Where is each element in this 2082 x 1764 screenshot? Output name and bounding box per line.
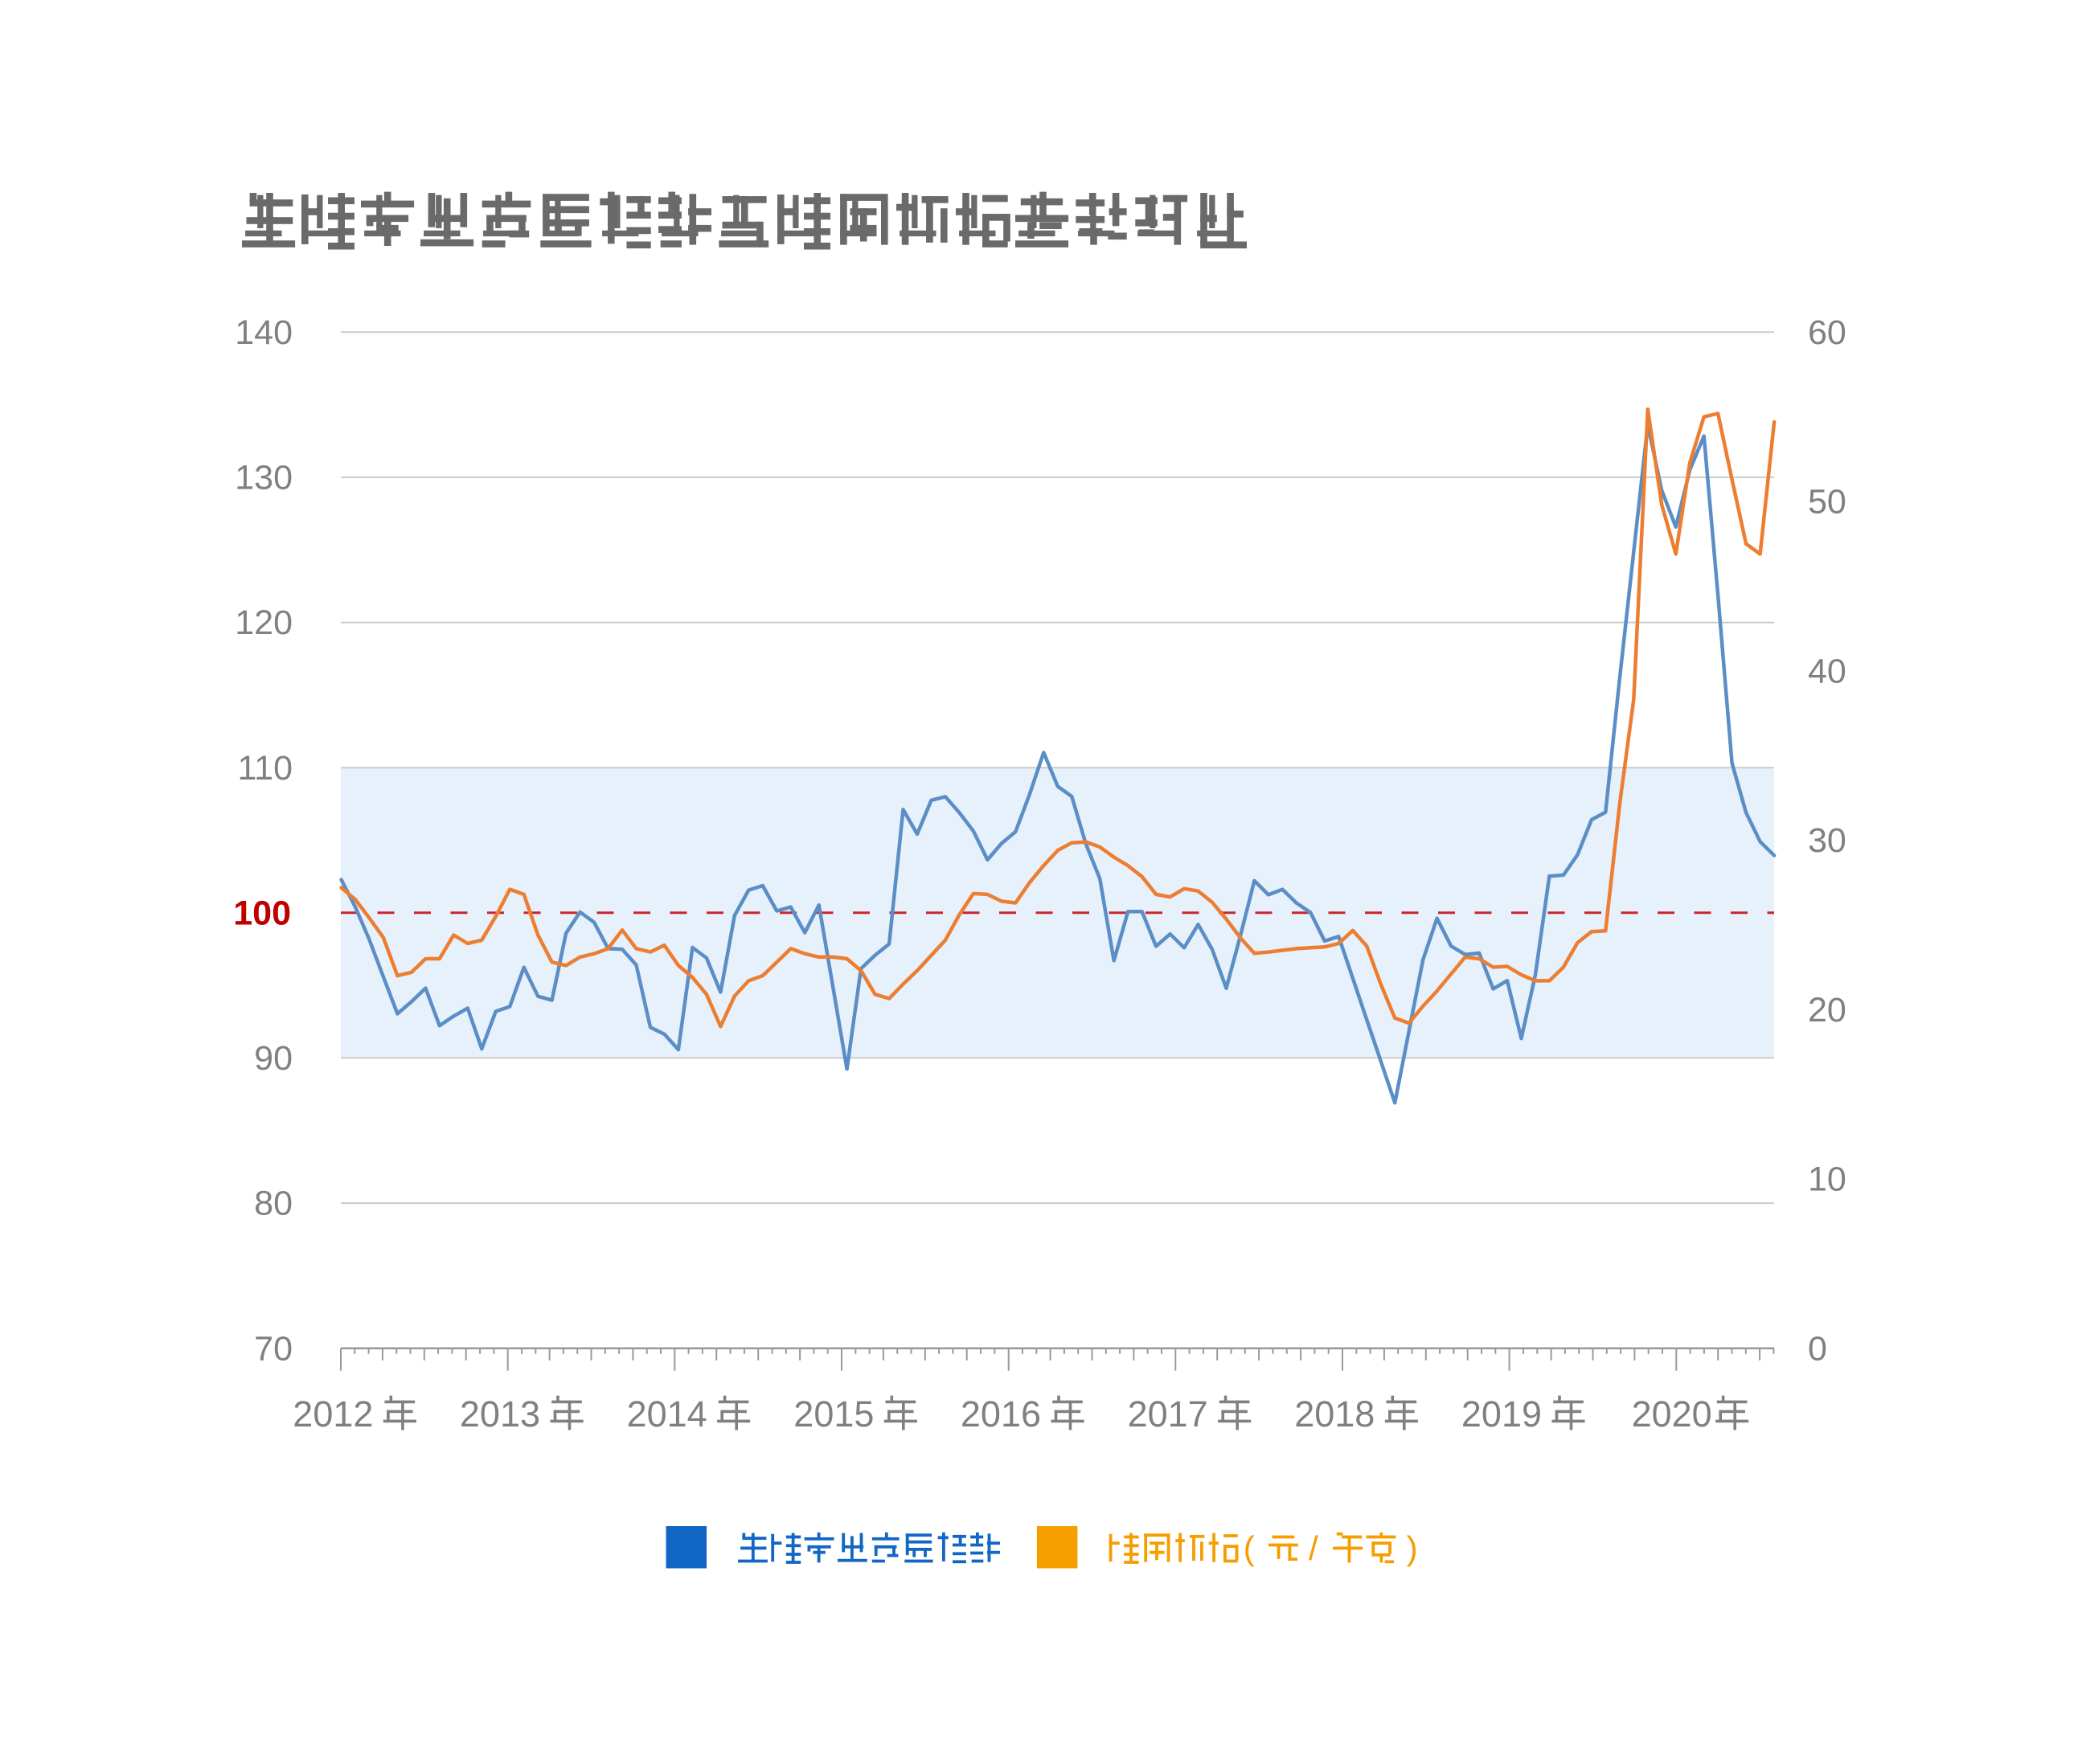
svg-text:2018: 2018 — [1294, 1394, 1375, 1435]
svg-text:130: 130 — [235, 459, 293, 497]
svg-text:(: ( — [1244, 1529, 1255, 1567]
svg-text:110: 110 — [237, 749, 293, 788]
svg-text:90: 90 — [254, 1039, 293, 1078]
svg-text:2017: 2017 — [1128, 1394, 1208, 1435]
svg-text:2020: 2020 — [1632, 1394, 1712, 1435]
svg-text:2013: 2013 — [460, 1394, 540, 1435]
svg-text:2019: 2019 — [1461, 1394, 1542, 1435]
svg-text:50: 50 — [1808, 483, 1846, 522]
svg-text:80: 80 — [254, 1185, 293, 1223]
svg-text:30: 30 — [1808, 821, 1846, 860]
svg-text:2016: 2016 — [961, 1394, 1041, 1435]
svg-text:): ) — [1407, 1529, 1418, 1567]
svg-text:/: / — [1309, 1529, 1318, 1567]
svg-text:10: 10 — [1808, 1160, 1846, 1199]
svg-text:70: 70 — [254, 1329, 293, 1368]
svg-text:2012: 2012 — [293, 1394, 373, 1435]
svg-text:40: 40 — [1808, 652, 1846, 690]
svg-text:2014: 2014 — [627, 1394, 707, 1435]
svg-text:120: 120 — [235, 604, 293, 642]
svg-text:0: 0 — [1808, 1329, 1827, 1368]
svg-text:20: 20 — [1808, 991, 1846, 1029]
svg-text:2015: 2015 — [793, 1394, 874, 1435]
svg-text:100: 100 — [233, 894, 291, 932]
svg-text:140: 140 — [235, 313, 293, 352]
svg-text:60: 60 — [1808, 313, 1846, 352]
